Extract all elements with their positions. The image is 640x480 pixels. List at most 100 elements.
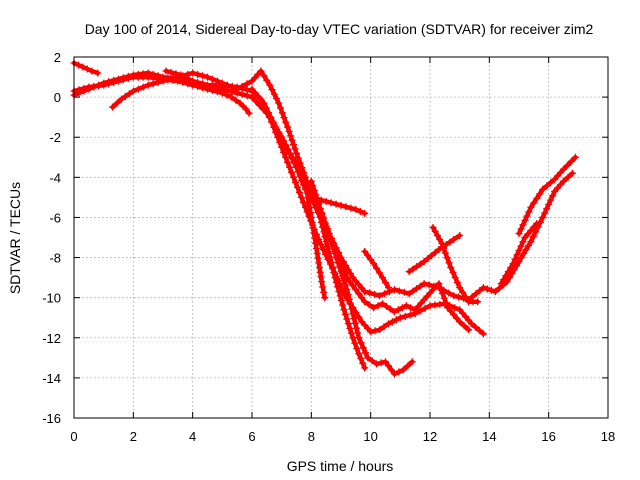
data-point-marker [134,70,142,78]
data-point-marker [446,238,454,246]
data-point-marker [420,280,428,288]
data-point-marker [475,326,483,334]
data-point-marker [543,182,551,190]
data-point-marker [328,241,336,248]
data-point-marker [320,228,328,236]
y-tick-label: -16 [42,411,61,426]
data-point-marker [243,80,251,88]
data-point-marker [392,316,400,324]
data-point-marker [285,128,293,135]
data-point-marker [330,269,338,276]
data-point-marker [547,179,555,187]
data-point-marker [497,280,505,288]
data-point-marker [444,304,452,312]
data-point-marker [320,288,328,296]
data-point-marker [401,312,409,320]
x-tick-label: 6 [248,429,255,444]
data-point-marker [460,322,468,330]
data-series [70,59,579,378]
data-point-marker [284,123,292,131]
data-point-marker [194,70,202,78]
data-point-marker [331,274,339,282]
data-point-marker [254,70,262,78]
data-point-marker [472,290,480,298]
data-point-marker [450,236,458,243]
data-point-marker [564,161,571,169]
data-point-marker [315,259,323,267]
data-point-marker [273,95,280,103]
data-point-marker [370,260,378,268]
data-point-marker [172,70,180,78]
data-point-marker [332,278,340,286]
y-tick-label: -14 [42,371,61,386]
data-point-marker [504,268,512,276]
data-point-marker [344,320,352,328]
data-point-marker [311,234,319,242]
data-point-marker [382,279,389,287]
data-point-marker [75,89,83,97]
data-point-marker [515,258,523,266]
data-point-marker [80,87,88,95]
data-point-marker [425,281,433,289]
data-point-marker [408,358,416,366]
data-point-marker [282,153,290,161]
data-point-marker [254,92,262,100]
data-point-marker [376,292,384,300]
data-point-marker [567,157,575,165]
data-point-marker [371,327,379,335]
data-point-marker [280,148,288,156]
data-point-marker [287,132,295,140]
data-point-marker [527,203,535,211]
data-point-marker [291,157,299,165]
data-point-marker [502,272,510,280]
data-point-marker [252,97,260,105]
data-point-marker [517,254,525,262]
data-point-marker [164,76,172,84]
data-point-marker [79,63,87,71]
data-point-marker [302,184,310,192]
data-point-marker [357,339,365,347]
data-point-marker [352,324,360,332]
data-point-marker [495,284,503,292]
data-point-marker [450,311,458,319]
x-tick-label: 2 [130,429,137,444]
data-point-marker [394,306,402,314]
data-point-marker [370,304,378,312]
data-point-marker [318,278,326,286]
data-point-marker [451,274,459,282]
data-point-marker [532,228,540,236]
data-point-marker [416,282,424,290]
data-point-marker [232,96,240,104]
data-point-marker [307,177,315,185]
data-point-marker [520,250,528,257]
data-point-marker [359,344,367,352]
x-tick-label: 4 [189,429,196,444]
data-point-marker [361,364,369,372]
data-point-marker [365,301,373,309]
data-point-marker [388,318,396,326]
data-point-marker [326,253,334,261]
data-point-marker [189,77,197,85]
data-point-marker [539,185,547,193]
data-point-marker [472,323,479,331]
data-point-marker [491,288,499,296]
data-point-marker [319,246,327,253]
data-point-marker [305,199,313,207]
x-tick-label: 18 [601,429,615,444]
data-point-marker [383,302,390,310]
data-point-marker [361,248,369,255]
data-point-marker [507,264,515,272]
data-point-marker [266,81,274,89]
data-point-marker [286,163,294,171]
data-point-marker [519,238,527,246]
data-point-marker [313,199,321,207]
data-point-marker [309,224,317,232]
data-point-marker [382,358,389,366]
data-point-marker [316,268,324,276]
data-point-marker [435,280,443,288]
data-point-marker [296,165,303,173]
data-point-marker [336,263,343,271]
data-point-marker [223,82,231,90]
data-point-marker [424,255,432,263]
data-point-marker [390,370,398,378]
